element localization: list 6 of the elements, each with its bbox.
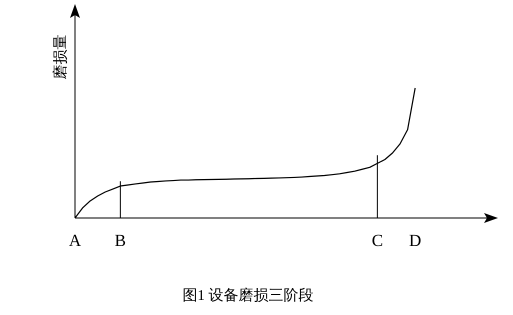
x-tick-label: A (68, 231, 82, 250)
caption: 图1 设备磨损三阶段 (181, 286, 315, 305)
x-tick-label: C (372, 231, 384, 250)
y-axis-title: 磨损量 (52, 34, 69, 82)
x-tick-label: B (114, 231, 126, 250)
x-tick-label: D (409, 231, 422, 250)
